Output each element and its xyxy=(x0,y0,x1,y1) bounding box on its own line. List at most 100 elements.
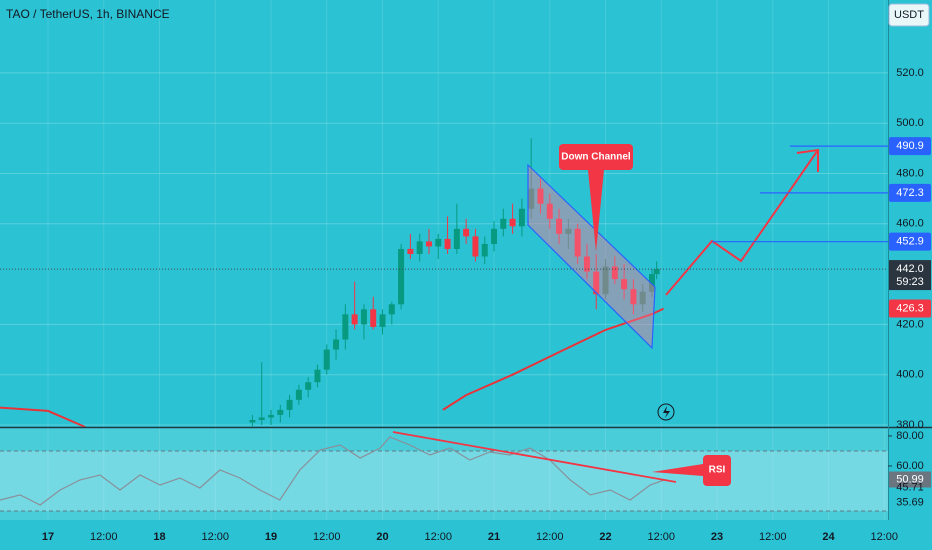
level-box xyxy=(889,299,931,318)
candle-body xyxy=(342,314,349,340)
rsi-current-box xyxy=(889,471,931,488)
rsi-marker-label: 35.69 xyxy=(896,496,924,508)
candle-body xyxy=(518,208,525,227)
candle-body xyxy=(453,228,460,249)
candle-body xyxy=(546,203,553,219)
candle-body xyxy=(268,414,275,418)
x-tick-label: 12:00 xyxy=(759,531,787,543)
candle-body xyxy=(333,339,340,350)
current-price-label: 442.0 xyxy=(896,263,924,275)
rsi-trendline xyxy=(392,431,677,483)
candle-body xyxy=(611,266,618,280)
x-tick-label: 12:00 xyxy=(313,531,341,543)
candle-body xyxy=(556,218,563,234)
alert-icon xyxy=(657,403,675,421)
x-tick-label: 20 xyxy=(376,531,388,543)
alert-bolt xyxy=(663,406,670,418)
candle-body xyxy=(351,314,358,325)
x-tick-label: 17 xyxy=(42,531,54,543)
y-tick-label: 480.0 xyxy=(896,167,924,179)
candle-body xyxy=(388,304,395,315)
rsi-tick-label: 80.00 xyxy=(896,430,924,442)
currency: USDT xyxy=(894,9,924,21)
rsi-marker-label: 45.71 xyxy=(896,481,924,493)
moving-average xyxy=(0,307,665,428)
candle-body xyxy=(648,274,655,292)
level-label: 452.9 xyxy=(896,236,924,248)
candle-body xyxy=(630,289,637,305)
y-tick-label: 420.0 xyxy=(896,318,924,330)
candle-body xyxy=(314,369,321,383)
rsi-pane xyxy=(0,428,888,520)
candle-body xyxy=(463,228,470,237)
candle-body xyxy=(360,309,367,325)
candle-body xyxy=(407,248,414,254)
candle-body xyxy=(621,279,628,290)
candle-body xyxy=(653,269,660,275)
level-label: 472.3 xyxy=(896,187,924,199)
x-tick-label: 12:00 xyxy=(424,531,452,543)
x-tick-label: 24 xyxy=(822,531,835,543)
candle-body xyxy=(528,188,535,209)
candle-body xyxy=(277,409,284,415)
current-price-box xyxy=(889,260,931,291)
candle-body xyxy=(537,188,544,204)
rsi-current-label: 50.99 xyxy=(896,473,924,485)
x-tick-label: 12:00 xyxy=(90,531,118,543)
candle-body xyxy=(286,399,293,410)
x-tick-label: 12:00 xyxy=(536,531,564,543)
candle-body xyxy=(481,243,488,257)
candle-body xyxy=(500,218,507,229)
channel-label: Down Channel xyxy=(561,152,631,163)
rsi-callout xyxy=(652,455,731,486)
projection-arrowhead xyxy=(796,148,819,172)
x-tick-label: 12:00 xyxy=(201,531,229,543)
candle-body xyxy=(398,248,405,305)
x-tick-label: 12:00 xyxy=(871,531,899,543)
candle-body xyxy=(509,218,516,227)
y-tick-label: 400.0 xyxy=(896,369,924,381)
x-tick-label: 18 xyxy=(153,531,165,543)
plot-layer xyxy=(0,0,888,520)
currency-box xyxy=(888,3,930,27)
x-tick-label: 21 xyxy=(488,531,500,543)
candle-body xyxy=(491,228,498,244)
level-label: 490.9 xyxy=(896,140,924,152)
y-tick-label: 500.0 xyxy=(896,117,924,129)
candle-body xyxy=(472,236,479,257)
candle-body xyxy=(565,228,572,234)
rsi-label: RSI xyxy=(709,465,726,476)
channel-callout xyxy=(559,144,633,252)
level-box xyxy=(889,137,931,156)
candle-body xyxy=(425,241,432,247)
y-tick-label: 520.0 xyxy=(896,67,924,79)
candle-body xyxy=(416,241,423,254)
rsi-band xyxy=(0,450,888,511)
rsi-line xyxy=(0,436,666,506)
symbol-title: TAO / TetherUS, 1h, BINANCE xyxy=(6,7,170,21)
rsi-tick-label: 60.00 xyxy=(896,460,924,472)
candle-body xyxy=(258,417,265,420)
level-box xyxy=(889,232,931,251)
candle-body xyxy=(435,238,442,247)
candle-body xyxy=(593,271,600,295)
countdown: 59:23 xyxy=(896,276,924,288)
candle-body xyxy=(574,228,581,257)
candle-body xyxy=(379,314,386,327)
down-channel xyxy=(527,163,656,350)
candle-body xyxy=(249,419,256,423)
x-tick-label: 22 xyxy=(599,531,611,543)
candle-body xyxy=(444,238,451,249)
candle-body xyxy=(602,266,609,295)
x-tick-label: 19 xyxy=(265,531,277,543)
y-tick-label: 380.0 xyxy=(896,419,924,431)
y-tick-label: 460.0 xyxy=(896,218,924,230)
candle-body xyxy=(323,349,330,370)
candle-body xyxy=(583,256,590,272)
x-tick-label: 23 xyxy=(711,531,723,543)
x-tick-label: 12:00 xyxy=(648,531,676,543)
candle-body xyxy=(295,389,302,400)
level-box xyxy=(889,183,931,202)
